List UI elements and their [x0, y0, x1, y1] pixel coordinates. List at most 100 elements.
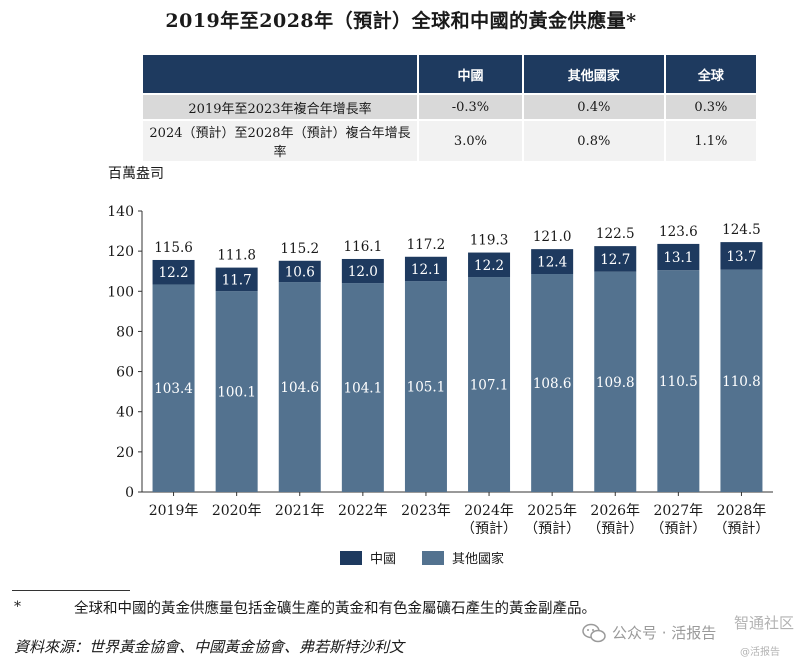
y-tick-label: 120: [107, 244, 134, 260]
legend-swatch-others: [422, 550, 445, 565]
x-tick-label: 2025年: [527, 503, 577, 519]
bar-segment-others: [215, 291, 258, 492]
data-label-china: 12.0: [348, 264, 378, 280]
legend-label-china: 中國: [370, 552, 397, 567]
y-tick-label: 80: [116, 324, 134, 340]
data-label-china: 12.1: [411, 262, 441, 278]
bar-segment-others: [468, 277, 511, 492]
data-label-total: 115.6: [154, 240, 193, 256]
bar-segment-china: [152, 259, 195, 285]
data-label-others: 103.4: [154, 381, 193, 397]
y-unit-label: 百萬盎司: [108, 166, 164, 182]
cell-value: -0.3%: [418, 93, 524, 120]
bar-segment-others: [657, 270, 700, 492]
bar-segment-china: [531, 249, 574, 275]
bar-segment-china: [278, 260, 321, 283]
bar-segment-china: [341, 258, 384, 284]
watermark-sub: @活报告: [740, 647, 780, 658]
footnote-text: 全球和中國的黃金供應量包括金礦生產的黃金和有色金屬礦石產生的黃金副產品。: [74, 601, 596, 617]
data-label-china: 12.4: [537, 255, 567, 271]
bar-segment-others: [404, 281, 447, 492]
x-tick-label: 2022年: [338, 503, 388, 519]
y-tick-label: 60: [116, 365, 134, 381]
data-label-total: 123.6: [659, 224, 698, 240]
y-tick-label: 100: [107, 284, 134, 300]
data-label-china: 12.2: [474, 258, 504, 274]
page-title: 2019年至2028年（預計）全球和中國的黃金供應量*: [165, 10, 637, 32]
col-header-china: 中國: [418, 55, 524, 94]
bar-segment-china: [657, 243, 700, 271]
footnote-mark: *: [14, 599, 21, 615]
bar-segment-china: [720, 242, 763, 270]
table-row: 2019年至2023年複合年增長率 -0.3% 0.4% 0.3%: [143, 93, 756, 120]
data-label-total: 119.3: [470, 233, 509, 249]
cell-value: 0.8%: [522, 119, 666, 161]
col-header-global: 全球: [664, 55, 756, 94]
watermark-text: 公众号 · 活报告: [612, 624, 717, 642]
bar-segment-others: [278, 282, 321, 492]
legend-label-others: 其他國家: [452, 552, 505, 567]
bar-segment-others: [531, 274, 574, 492]
data-label-china: 11.7: [222, 272, 252, 288]
source-note: 資料來源：世界黃金協會、中國黃金協會、弗若斯特沙利文: [14, 638, 405, 656]
x-tick-label: 2027年: [654, 503, 704, 519]
x-tick-label: 2019年: [149, 503, 199, 519]
data-label-others: 108.6: [533, 376, 572, 392]
bar-segment-china: [404, 256, 447, 282]
stacked-bar-chart: 0 20 40 60 80 100 120 140 103.4 12.2 115.6 2019年 100…: [107, 204, 773, 537]
x-tick-sublabel: （預計）: [713, 521, 769, 537]
watermark: 公众号 · 活报告: [582, 622, 716, 643]
row-label: 2019年至2023年複合年增長率: [143, 93, 419, 120]
data-label-others: 110.5: [659, 374, 698, 390]
x-tick-label: 2024年: [464, 503, 514, 519]
data-label-total: 116.1: [344, 239, 383, 255]
x-tick-label: 2026年: [590, 503, 640, 519]
y-tick-label: 40: [116, 405, 134, 421]
data-label-china: 12.2: [159, 265, 189, 281]
data-label-others: 100.1: [217, 385, 256, 401]
y-tick-label: 20: [116, 445, 134, 461]
row-label: 2024（預計）至2028年（預計）複合年增長率: [143, 119, 419, 161]
data-label-total: 122.5: [596, 226, 635, 242]
bar-segment-china: [594, 246, 637, 272]
cell-value: 0.4%: [522, 93, 666, 120]
bar-segment-china: [468, 252, 511, 278]
x-tick-sublabel: （預計）: [650, 521, 706, 537]
data-label-total: 124.5: [722, 222, 761, 238]
x-tick-label: 2021年: [275, 503, 325, 519]
y-tick-label: 140: [107, 204, 134, 220]
bar-segment-others: [720, 269, 763, 492]
x-tick-label: 2028年: [717, 503, 767, 519]
data-label-others: 104.1: [344, 381, 383, 397]
data-label-total: 121.0: [533, 229, 572, 245]
data-label-total: 111.8: [217, 248, 256, 264]
x-tick-sublabel: （預計）: [587, 521, 643, 537]
cell-value: 3.0%: [418, 119, 524, 161]
cell-value: 0.3%: [664, 93, 756, 120]
cell-value: 1.1%: [664, 119, 756, 161]
data-label-others: 104.6: [280, 380, 319, 396]
wechat-icon: [582, 623, 606, 642]
bar-segment-others: [341, 283, 384, 492]
col-header-others: 其他國家: [522, 55, 666, 94]
x-tick-label: 2023年: [401, 503, 451, 519]
legend-item-china: 中國: [340, 548, 396, 567]
x-tick-label: 2020年: [212, 503, 262, 519]
growth-table: 中國 其他國家 全球 2019年至2023年複合年增長率 -0.3% 0.4% …: [143, 55, 756, 161]
data-label-others: 109.8: [596, 375, 635, 391]
watermark-corner: 智通社区: [733, 614, 794, 632]
legend-swatch-china: [340, 550, 362, 565]
data-label-total: 115.2: [280, 241, 319, 257]
bar-segment-others: [594, 271, 637, 492]
growth-table-header: 中國 其他國家 全球: [143, 55, 756, 94]
data-label-others: 105.1: [407, 380, 446, 396]
data-label-others: 110.8: [722, 374, 761, 390]
data-label-china: 13.1: [663, 250, 693, 266]
data-label-total: 117.2: [407, 237, 446, 253]
x-tick-sublabel: （預計）: [461, 521, 517, 537]
table-row: 2024（預計）至2028年（預計）複合年增長率 3.0% 0.8% 1.1%: [143, 119, 756, 161]
data-label-china: 10.6: [285, 264, 315, 280]
footnote-divider: [12, 590, 130, 591]
data-label-others: 107.1: [470, 378, 509, 394]
bar-segment-china: [215, 267, 258, 292]
